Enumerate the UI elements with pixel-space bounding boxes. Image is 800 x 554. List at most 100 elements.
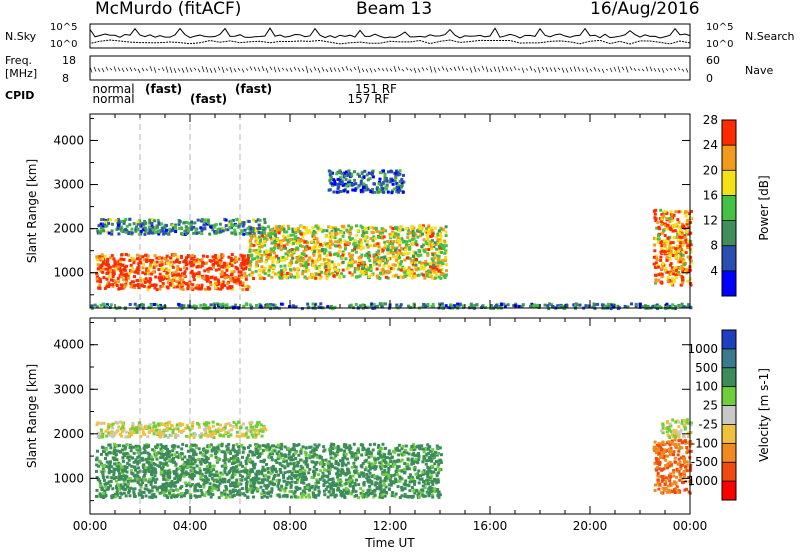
- power-echo-cell: [278, 229, 282, 233]
- power-echo-cell: [441, 272, 445, 276]
- power-echo-cell: [356, 172, 360, 176]
- velocity-echo-cell: [215, 470, 219, 474]
- power-echo-cell: [686, 244, 690, 248]
- power-echo-cell: [123, 268, 127, 272]
- velocity-echo-cell: [312, 449, 316, 452]
- power-echo-cell: [436, 261, 440, 265]
- power-echo-cell: [141, 303, 145, 307]
- power-echo-cell: [436, 264, 440, 268]
- power-echo-cell: [231, 261, 235, 265]
- power-echo-cell: [299, 264, 303, 268]
- velocity-echo-cell: [121, 444, 125, 448]
- power-echo-cell: [360, 176, 364, 180]
- power-echo-cell: [189, 264, 193, 268]
- power-echo-cell: [669, 241, 673, 245]
- power-echo-cell: [444, 225, 448, 229]
- power-echo-cell: [263, 237, 266, 241]
- power-echo-cell: [195, 265, 199, 269]
- velocity-echo-cell: [197, 482, 200, 486]
- power-echo-cell: [422, 238, 426, 242]
- power-echo-cell: [160, 263, 164, 267]
- power-echo-cell: [242, 304, 246, 308]
- velocity-echo-cell: [240, 487, 244, 490]
- power-echo-cell: [280, 225, 284, 229]
- velocity-echo-cell: [289, 484, 293, 487]
- velocity-echo-cell: [398, 479, 402, 483]
- velocity-echo-cell: [231, 494, 235, 498]
- velocity-echo-cell: [103, 489, 107, 493]
- power-echo-cell: [669, 270, 673, 274]
- power-echo-cell: [151, 225, 155, 229]
- power-echo-cell: [149, 262, 153, 266]
- power-echo-cell: [318, 270, 322, 274]
- power-echo-cell: [219, 272, 223, 276]
- power-echo-cell: [397, 261, 401, 265]
- power-echo-cell: [189, 271, 193, 275]
- power-echo-cell: [302, 253, 306, 257]
- velocity-echo-cell: [156, 487, 159, 491]
- power-echo-cell: [347, 252, 351, 256]
- power-echo-cell: [328, 231, 332, 235]
- power-echo-cell: [514, 302, 518, 306]
- velocity-echo-cell: [237, 445, 240, 449]
- power-echo-cell: [279, 248, 283, 252]
- power-echo-cell: [148, 272, 152, 276]
- velocity-echo-cell: [175, 455, 179, 459]
- velocity-echo-cell: [264, 473, 268, 477]
- power-echo-cell: [112, 257, 116, 261]
- power-echo-cell: [225, 264, 229, 268]
- power-echo-cell: [197, 231, 201, 235]
- freq-nave-mark: [301, 68, 305, 72]
- velocity-echo-cell: [272, 468, 276, 472]
- velocity-echo-cell: [284, 459, 288, 463]
- power-echo-cell: [193, 221, 197, 225]
- velocity-echo-cell: [257, 477, 261, 481]
- power-echo-cell: [456, 302, 460, 306]
- power-echo-cell: [399, 246, 403, 250]
- power-echo-cell: [376, 276, 380, 280]
- power-echo-cell: [117, 219, 121, 223]
- power-echo-cell: [680, 302, 684, 306]
- power-echo-cell: [229, 276, 232, 280]
- velocity-echo-cell: [187, 481, 191, 485]
- power-echo-cell: [142, 262, 145, 266]
- power-echo-cell: [425, 242, 429, 245]
- power-echo-cell: [398, 169, 402, 173]
- power-echo-cell: [209, 283, 213, 287]
- power-echo-cell: [158, 278, 162, 282]
- power-echo-cell: [380, 256, 384, 260]
- power-echo-cell: [382, 190, 385, 194]
- power-echo-cell: [195, 231, 199, 235]
- power-echo-cell: [333, 182, 337, 186]
- velocity-echo-cell: [250, 450, 254, 454]
- velocity-echo-cell: [295, 443, 299, 447]
- velocity-echo-cell: [130, 469, 133, 473]
- power-echo-cell: [293, 227, 297, 231]
- power-echo-cell: [396, 188, 400, 192]
- velocity-echo-cell: [229, 457, 233, 460]
- freq-nave-mark: [129, 67, 133, 72]
- velocity-echo-cell: [196, 457, 200, 461]
- power-echo-cell: [338, 171, 342, 175]
- power-echo-cell: [353, 239, 356, 243]
- power-echo-cell: [251, 229, 255, 233]
- power-echo-cell: [360, 264, 364, 267]
- power-echo-cell: [664, 241, 668, 245]
- power-echo-cell: [213, 225, 217, 229]
- freq-nave-mark: [373, 68, 377, 73]
- power-echo-cell: [137, 268, 141, 272]
- power-echo-cell: [394, 173, 398, 177]
- power-echo-cell: [333, 244, 337, 248]
- power-echo-cell: [674, 305, 677, 309]
- power-echo-cell: [103, 305, 107, 309]
- freq-nave-mark: [541, 66, 545, 71]
- power-echo-cell: [676, 239, 680, 243]
- power-echo-cell: [181, 278, 185, 282]
- power-echo-cell: [687, 230, 691, 234]
- velocity-echo-cell: [339, 448, 343, 452]
- velocity-echo-cell: [277, 487, 281, 491]
- velocity-echo-cell: [373, 483, 377, 487]
- power-echo-cell: [199, 226, 203, 230]
- power-echo-cell: [156, 218, 160, 222]
- velocity-echo-cell: [340, 471, 344, 475]
